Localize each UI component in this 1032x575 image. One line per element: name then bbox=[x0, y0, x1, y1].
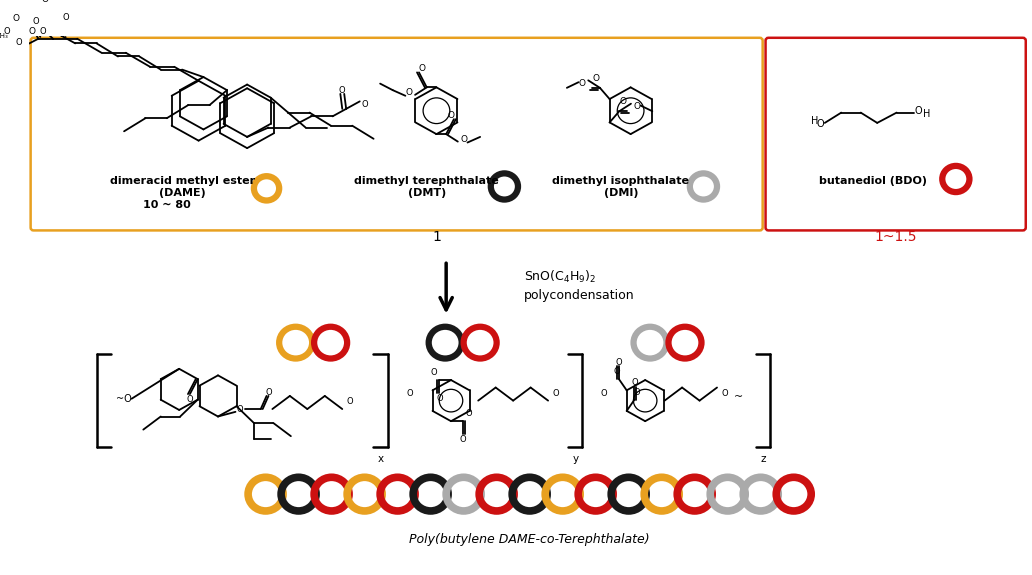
Text: O: O bbox=[12, 14, 20, 22]
Text: O: O bbox=[619, 97, 626, 106]
Text: O: O bbox=[32, 17, 39, 26]
Text: O: O bbox=[721, 389, 729, 398]
Text: H: H bbox=[811, 116, 818, 126]
Text: O: O bbox=[41, 0, 49, 4]
Text: O: O bbox=[448, 111, 454, 120]
Text: O: O bbox=[552, 389, 559, 398]
Text: O: O bbox=[265, 388, 271, 397]
Text: O: O bbox=[634, 102, 640, 111]
Text: ~O: ~O bbox=[116, 394, 132, 404]
Text: polycondensation: polycondensation bbox=[524, 289, 635, 302]
Text: O: O bbox=[633, 388, 640, 397]
Text: O: O bbox=[465, 409, 472, 418]
Text: O: O bbox=[3, 27, 9, 36]
Text: O: O bbox=[361, 99, 368, 109]
Text: O: O bbox=[28, 27, 35, 36]
Text: O: O bbox=[338, 86, 346, 95]
Text: O: O bbox=[347, 397, 353, 406]
Text: O: O bbox=[592, 74, 600, 83]
Text: dimethyl terephthalate: dimethyl terephthalate bbox=[354, 176, 499, 186]
Text: dimethyl isophthalate: dimethyl isophthalate bbox=[552, 176, 689, 186]
Text: 1: 1 bbox=[432, 230, 441, 244]
Text: ~: ~ bbox=[734, 392, 743, 402]
Text: (DAME): (DAME) bbox=[159, 188, 205, 198]
Text: 10 ~ 80: 10 ~ 80 bbox=[142, 200, 191, 210]
Text: O: O bbox=[460, 135, 467, 144]
Text: dimeracid methyl ester: dimeracid methyl ester bbox=[109, 176, 255, 186]
Text: SnO(C$_4$H$_9$)$_2$: SnO(C$_4$H$_9$)$_2$ bbox=[524, 269, 596, 285]
Text: CH₃: CH₃ bbox=[0, 33, 9, 39]
Text: O: O bbox=[601, 389, 607, 398]
Text: O: O bbox=[40, 27, 46, 36]
Text: O: O bbox=[616, 358, 622, 367]
Text: O: O bbox=[816, 119, 824, 129]
Text: O: O bbox=[459, 435, 466, 444]
Text: O: O bbox=[406, 89, 413, 97]
Text: O: O bbox=[430, 368, 437, 377]
FancyBboxPatch shape bbox=[31, 38, 763, 231]
Text: O: O bbox=[62, 13, 69, 22]
Text: O: O bbox=[914, 106, 922, 116]
Text: (DMI): (DMI) bbox=[604, 188, 638, 198]
Text: (DMT): (DMT) bbox=[408, 188, 446, 198]
Text: O: O bbox=[187, 395, 193, 404]
Text: O: O bbox=[418, 64, 425, 73]
Text: x: x bbox=[378, 454, 384, 463]
Text: O: O bbox=[579, 79, 586, 87]
Text: O: O bbox=[236, 405, 243, 415]
Text: Poly(butylene DAME-co-Terephthalate): Poly(butylene DAME-co-Terephthalate) bbox=[410, 532, 650, 546]
Text: y: y bbox=[572, 454, 578, 463]
Text: z: z bbox=[761, 454, 767, 463]
Text: O: O bbox=[632, 378, 638, 388]
Text: O: O bbox=[407, 389, 413, 398]
Text: 1~1.5: 1~1.5 bbox=[874, 230, 916, 244]
Text: O: O bbox=[15, 38, 23, 47]
Text: H: H bbox=[923, 109, 931, 118]
Text: O: O bbox=[614, 367, 620, 376]
Text: butanediol (BDO): butanediol (BDO) bbox=[819, 176, 928, 186]
FancyBboxPatch shape bbox=[766, 38, 1026, 231]
Text: O: O bbox=[437, 394, 443, 403]
